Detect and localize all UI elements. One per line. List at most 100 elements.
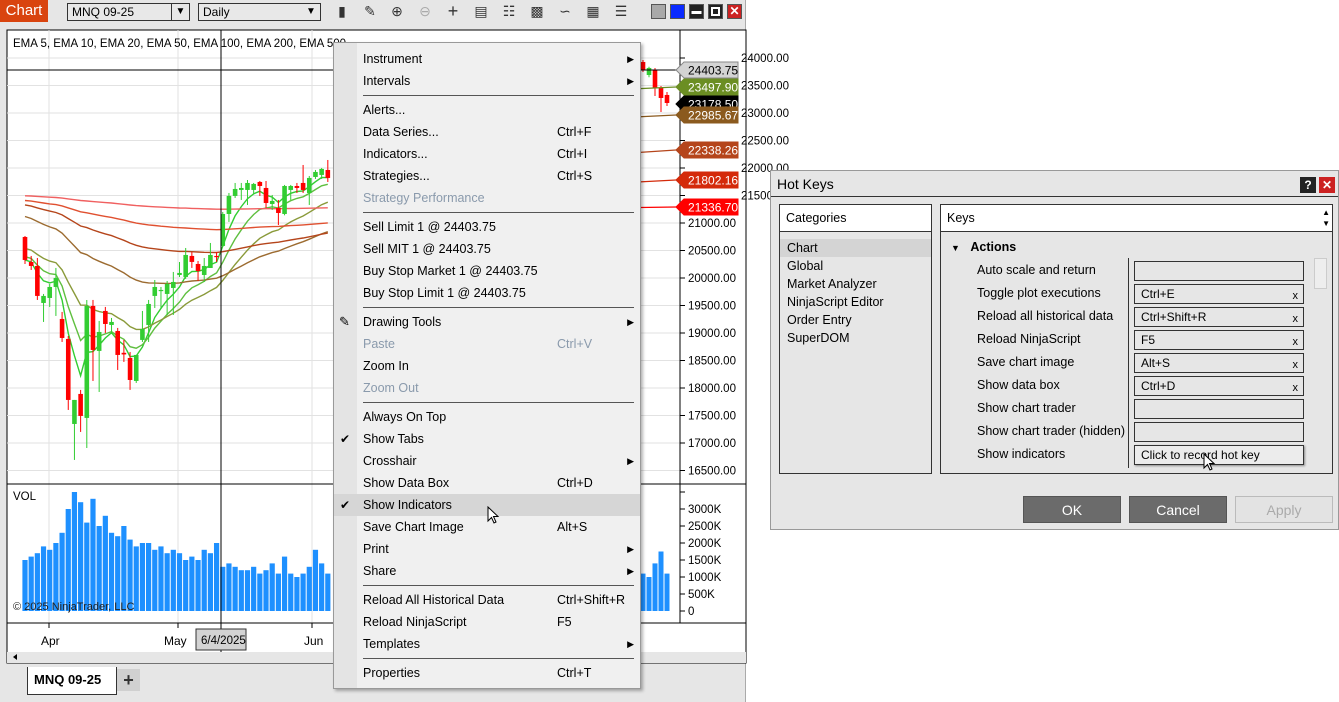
data-box-icon[interactable]: ▤ — [474, 3, 488, 19]
ema-line-segment — [639, 179, 677, 183]
volume-bar — [257, 573, 263, 611]
copyright-text: © 2025 NinjaTrader, LLC — [13, 601, 134, 613]
menu-item-save-chart-image[interactable]: Save Chart Image Alt+S — [334, 516, 640, 538]
scrollbar-thumb[interactable] — [1314, 258, 1327, 289]
menu-item-crosshair[interactable]: Crosshair ▶ — [334, 450, 640, 472]
tab-mnq-09-25[interactable]: MNQ 09-25 — [27, 667, 117, 695]
price-tick-label: 21000.00 — [688, 218, 736, 230]
clear-hotkey-button[interactable]: x — [1292, 336, 1299, 348]
candle-up — [84, 305, 90, 418]
menu-item-reload-all-historical-data[interactable]: Reload All Historical Data Ctrl+Shift+R — [334, 589, 640, 611]
hotkey-input[interactable]: Ctrl+Shift+R x — [1134, 307, 1304, 327]
bars-type-icon[interactable]: ▮ — [338, 3, 346, 19]
indicators-icon[interactable]: ☷ — [502, 3, 516, 19]
scroll-arrows-icon[interactable]: ▲ ▼ — [1322, 208, 1330, 228]
menu-item-indicators[interactable]: Indicators... Ctrl+I — [334, 143, 640, 165]
submenu-arrow-icon: ▶ — [627, 54, 634, 64]
menu-item-paste[interactable]: Paste Ctrl+V — [334, 333, 640, 355]
price-marker — [675, 198, 739, 216]
apply-button[interactable]: Apply — [1235, 496, 1333, 523]
close-button[interactable]: ✕ — [727, 4, 742, 19]
candle-down — [127, 357, 133, 380]
menu-item-buy-stop-limit-1-24403-75[interactable]: Buy Stop Limit 1 @ 24403.75 — [334, 282, 640, 304]
gray-color-button[interactable] — [651, 4, 666, 19]
category-item[interactable]: Market Analyzer — [787, 277, 877, 291]
blue-color-button[interactable] — [670, 4, 685, 19]
price-marker-label: 21802.16 — [688, 174, 738, 188]
category-item[interactable]: Chart — [780, 239, 931, 257]
menu-item-buy-stop-market-1-24403-75[interactable]: Buy Stop Market 1 @ 24403.75 — [334, 260, 640, 282]
cancel-button[interactable]: Cancel — [1129, 496, 1227, 523]
menu-item-alerts[interactable]: Alerts... — [334, 99, 640, 121]
menu-item-data-series[interactable]: Data Series... Ctrl+F — [334, 121, 640, 143]
menu-shortcut: Alt+S — [557, 520, 588, 534]
minimize-button[interactable]: ▬ — [689, 4, 704, 19]
properties-icon[interactable]: ▦ — [586, 3, 600, 19]
menu-item-strategy-performance[interactable]: Strategy Performance — [334, 187, 640, 209]
menu-item-sell-limit-1-24403-75[interactable]: Sell Limit 1 @ 24403.75 — [334, 216, 640, 238]
menu-separator — [334, 399, 640, 406]
menu-item-drawing-tools[interactable]: ✎ Drawing Tools ▶ — [334, 311, 640, 333]
clear-hotkey-button[interactable]: x — [1292, 382, 1299, 394]
hotkey-input[interactable]: Ctrl+E x — [1134, 284, 1304, 304]
categories-panel: Categories Chart Global Market Analyzer Nin… — [779, 204, 932, 474]
interval-selector[interactable]: Daily ▼ — [198, 3, 321, 21]
menu-item-label: Alerts... — [363, 103, 406, 117]
clear-hotkey-button[interactable]: x — [1292, 313, 1299, 325]
price-tick-label: 17000.00 — [688, 438, 736, 450]
category-item[interactable]: NinjaScript Editor — [787, 295, 884, 309]
volume-bar — [189, 556, 195, 611]
instrument-selector[interactable]: MNQ 09-25 ▼ — [67, 3, 190, 21]
hotkey-input[interactable] — [1134, 422, 1304, 442]
menu-item-sell-mit-1-24403-75[interactable]: Sell MIT 1 @ 24403.75 — [334, 238, 640, 260]
hotkey-input[interactable]: Alt+S x — [1134, 353, 1304, 373]
menu-item-templates[interactable]: Templates ▶ — [334, 633, 640, 655]
help-button[interactable]: ? — [1300, 177, 1316, 193]
hotkey-input[interactable] — [1134, 399, 1304, 419]
ok-button[interactable]: OK — [1023, 496, 1121, 523]
zoom-in-icon[interactable]: ⊕ — [391, 3, 403, 19]
zoom-out-icon[interactable]: ⊖ — [419, 3, 431, 19]
volume-bar — [47, 549, 53, 611]
volume-profile-icon[interactable]: ▩ — [530, 3, 544, 19]
menu-item-share[interactable]: Share ▶ — [334, 560, 640, 582]
candle-up — [146, 303, 151, 325]
pencil-drawing-icon[interactable]: ✎ — [364, 3, 376, 19]
maximize-button[interactable] — [708, 4, 723, 19]
hotkey-input[interactable] — [1134, 261, 1304, 281]
menu-item-properties[interactable]: Properties Ctrl+T — [334, 662, 640, 684]
menu-item-show-data-box[interactable]: Show Data Box Ctrl+D — [334, 472, 640, 494]
price-marker-label: 23497.90 — [688, 81, 738, 95]
strategies-icon[interactable]: ∽ — [559, 3, 571, 19]
menu-item-always-on-top[interactable]: Always On Top — [334, 406, 640, 428]
crosshair-icon[interactable]: + — [447, 1, 459, 21]
group-actions[interactable]: ▼ Actions — [951, 240, 1016, 254]
close-button[interactable]: ✕ — [1319, 177, 1335, 193]
menu-item-print[interactable]: Print ▶ — [334, 538, 640, 560]
category-item[interactable]: SuperDOM — [787, 331, 850, 345]
menu-item-intervals[interactable]: Intervals ▶ — [334, 70, 640, 92]
list-icon[interactable]: ☰ — [614, 3, 628, 19]
candle-up — [41, 295, 46, 303]
menu-item-show-tabs[interactable]: ✔ Show Tabs — [334, 428, 640, 450]
candle-down — [90, 305, 96, 350]
category-item[interactable]: Order Entry — [787, 313, 852, 327]
candle-down — [664, 94, 670, 103]
add-tab-button[interactable]: + — [117, 669, 140, 691]
menu-item-show-indicators[interactable]: ✔ Show Indicators — [334, 494, 640, 516]
category-item[interactable]: Global — [787, 259, 824, 273]
menu-item-reload-ninjascript[interactable]: Reload NinjaScript F5 — [334, 611, 640, 633]
candle-up — [306, 177, 312, 193]
hotkey-input[interactable]: Ctrl+D x — [1134, 376, 1304, 396]
clear-hotkey-button[interactable]: x — [1292, 290, 1299, 302]
hotkey-input[interactable]: F5 x — [1134, 330, 1304, 350]
hotkey-input[interactable]: Click to record hot key — [1134, 445, 1304, 465]
menu-item-strategies[interactable]: Strategies... Ctrl+S — [334, 165, 640, 187]
menu-item-zoom-out[interactable]: Zoom Out — [334, 377, 640, 399]
menu-item-zoom-in[interactable]: Zoom In — [334, 355, 640, 377]
candle-up — [226, 195, 232, 214]
clear-hotkey-button[interactable]: x — [1292, 359, 1299, 371]
app-badge: Chart — [0, 0, 48, 22]
scroll-left-icon[interactable] — [13, 654, 17, 660]
menu-item-instrument[interactable]: Instrument ▶ — [334, 48, 640, 70]
